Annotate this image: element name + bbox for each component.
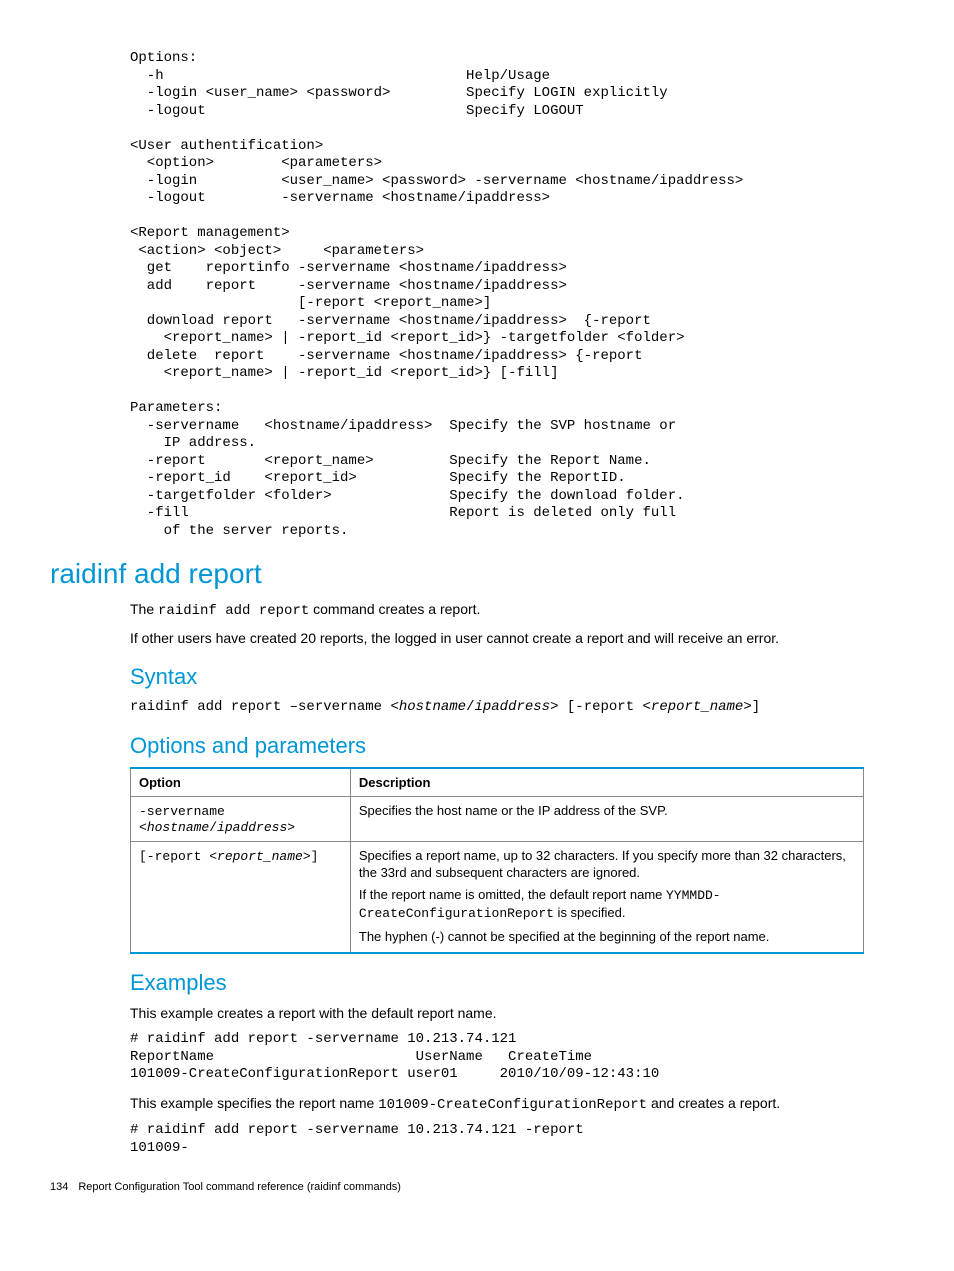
- syntax-hostname: hostname: [399, 699, 466, 715]
- opt-report-c: >]: [303, 849, 319, 864]
- table-row: -servername <hostname/ipaddress> Specifi…: [131, 796, 864, 841]
- desc-report-p2c: is specified.: [554, 905, 626, 920]
- opt-servername-lt: <: [139, 820, 147, 835]
- intro-paragraph-1: The raidinf add report command creates a…: [130, 600, 864, 621]
- syntax-text-1: raidinf add report –servername <: [130, 699, 399, 715]
- col-header-option: Option: [131, 768, 351, 797]
- opt-servername-ip: ipaddress: [217, 820, 287, 835]
- syntax-text-2: > [-report <: [550, 699, 651, 715]
- option-cell-servername: -servername <hostname/ipaddress>: [131, 796, 351, 841]
- section-heading-raidinf-add-report: raidinf add report: [50, 558, 904, 590]
- intro-paragraph-2: If other users have created 20 reports, …: [130, 629, 864, 648]
- example-code-2: # raidinf add report -servername 10.213.…: [130, 1122, 864, 1157]
- example-code-1: # raidinf add report -servername 10.213.…: [130, 1031, 864, 1084]
- option-cell-report: [-report <report_name>]: [131, 841, 351, 953]
- desc-report-p2a: If the report name is omitted, the defau…: [359, 887, 666, 902]
- syntax-ipaddress: ipaddress: [474, 699, 550, 715]
- example-para-2a: This example specifies the report name: [130, 1095, 378, 1111]
- table-row: [-report <report_name>] Specifies a repo…: [131, 841, 864, 953]
- intro-text-pre: The: [130, 601, 158, 617]
- options-heading: Options and parameters: [130, 733, 864, 759]
- table-header-row: Option Description: [131, 768, 864, 797]
- intro-text-post: command creates a report.: [309, 601, 480, 617]
- intro-code: raidinf add report: [158, 603, 309, 619]
- syntax-reportname: report_name: [651, 699, 743, 715]
- desc-cell-servername: Specifies the host name or the IP addres…: [350, 796, 863, 841]
- opt-servername-gt: >: [287, 820, 295, 835]
- syntax-heading: Syntax: [130, 664, 864, 690]
- opt-report-name: report_name: [217, 849, 303, 864]
- col-header-description: Description: [350, 768, 863, 797]
- example-para-1: This example creates a report with the d…: [130, 1004, 864, 1023]
- options-table: Option Description -servername <hostname…: [130, 767, 864, 954]
- desc-cell-report: Specifies a report name, up to 32 charac…: [350, 841, 863, 953]
- opt-report-a: [-report <: [139, 849, 217, 864]
- example-para-2: This example specifies the report name 1…: [130, 1094, 864, 1115]
- opt-servername-slash: /: [209, 820, 217, 835]
- examples-heading: Examples: [130, 970, 864, 996]
- opt-servername-l1: -servername: [139, 804, 225, 819]
- desc-report-p3: The hyphen (-) cannot be specified at th…: [359, 929, 855, 946]
- syntax-text-3: >]: [743, 699, 760, 715]
- desc-report-p2: If the report name is omitted, the defau…: [359, 887, 855, 923]
- example-para-2b: 101009-CreateConfigurationReport: [378, 1097, 647, 1113]
- syntax-line: raidinf add report –servername <hostname…: [130, 698, 864, 717]
- page-footer: 134 Report Configuration Tool command ref…: [50, 1181, 904, 1193]
- opt-servername-host: hostname: [147, 820, 209, 835]
- options-code-block: Options: -h Help/Usage -login <user_name…: [130, 50, 904, 540]
- desc-report-p1: Specifies a report name, up to 32 charac…: [359, 848, 855, 882]
- footer-title: Report Configuration Tool command refere…: [78, 1181, 401, 1193]
- page-number: 134: [50, 1181, 68, 1193]
- example-para-2c: and creates a report.: [647, 1095, 780, 1111]
